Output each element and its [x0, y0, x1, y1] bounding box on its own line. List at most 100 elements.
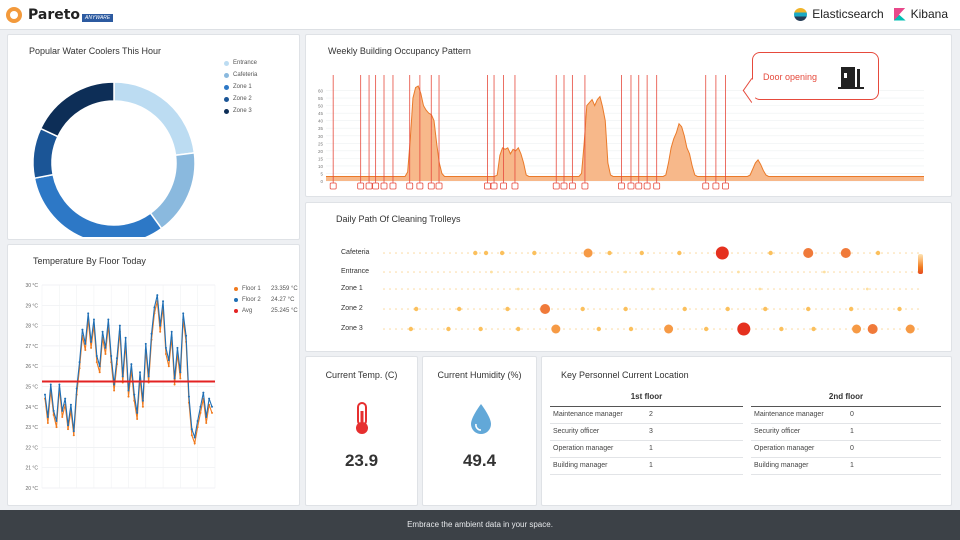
data-point[interactable] — [90, 340, 93, 343]
data-point[interactable] — [167, 365, 170, 368]
data-point[interactable] — [141, 405, 144, 408]
data-point[interactable] — [95, 361, 98, 364]
donut-chart[interactable] — [18, 57, 218, 237]
trolley-point[interactable] — [763, 306, 768, 312]
donut-slice-zone-3[interactable] — [39, 81, 115, 138]
trolley-point[interactable] — [478, 326, 483, 332]
trolley-point[interactable] — [623, 306, 628, 312]
trolley-point[interactable] — [875, 250, 881, 256]
trolley-point[interactable] — [867, 324, 878, 334]
trolley-point[interactable] — [607, 250, 612, 256]
data-point[interactable] — [67, 424, 70, 427]
door-event-icon[interactable] — [627, 182, 635, 190]
data-point[interactable] — [115, 357, 118, 360]
data-point[interactable] — [101, 330, 104, 333]
door-event-icon[interactable] — [511, 182, 519, 190]
trolley-point[interactable] — [583, 248, 593, 258]
trolley-point[interactable] — [840, 248, 851, 258]
data-point[interactable] — [190, 428, 193, 431]
legend-item[interactable]: Floor 2 24.27 °C — [234, 297, 294, 303]
data-point[interactable] — [133, 393, 136, 396]
trolley-point[interactable] — [505, 306, 510, 312]
occupancy-chart[interactable]: 0 5 10 15 20 25 30 35 40 45 50 55 60 — [306, 65, 946, 195]
trolley-point[interactable] — [516, 326, 521, 332]
trolley-point[interactable] — [624, 270, 628, 274]
trolley-point[interactable] — [822, 270, 826, 274]
data-point[interactable] — [110, 355, 113, 358]
data-point[interactable] — [46, 422, 49, 425]
data-point[interactable] — [98, 371, 101, 374]
data-point[interactable] — [211, 405, 213, 408]
data-point[interactable] — [81, 328, 84, 331]
door-event-icon[interactable] — [643, 182, 651, 190]
data-point[interactable] — [205, 415, 208, 418]
data-point[interactable] — [167, 359, 170, 362]
occupancy-line[interactable] — [326, 85, 924, 177]
data-point[interactable] — [141, 399, 144, 402]
trolley-point[interactable] — [737, 270, 740, 274]
door-event-icon[interactable] — [702, 182, 710, 190]
trolley-point[interactable] — [628, 326, 634, 332]
trolley-point[interactable] — [664, 324, 674, 334]
data-point[interactable] — [156, 294, 159, 297]
data-point[interactable] — [72, 434, 75, 437]
trolley-point[interactable] — [540, 304, 551, 314]
door-event-icon[interactable] — [357, 182, 365, 190]
trolley-point[interactable] — [499, 250, 505, 256]
trolley-point[interactable] — [639, 250, 644, 256]
brand[interactable]: Pareto ANYWARE — [6, 5, 114, 25]
data-point[interactable] — [92, 318, 95, 321]
data-point[interactable] — [52, 409, 55, 412]
data-point[interactable] — [130, 363, 133, 366]
data-point[interactable] — [199, 411, 202, 414]
door-event-icon[interactable] — [653, 182, 661, 190]
data-point[interactable] — [173, 383, 176, 386]
data-point[interactable] — [182, 312, 185, 315]
data-point[interactable] — [69, 403, 72, 406]
data-point[interactable] — [196, 420, 199, 423]
data-point[interactable] — [159, 330, 162, 333]
data-point[interactable] — [164, 346, 167, 349]
data-point[interactable] — [55, 420, 58, 423]
data-point[interactable] — [159, 324, 162, 327]
data-point[interactable] — [208, 397, 211, 400]
trolley-point[interactable] — [456, 306, 462, 312]
data-point[interactable] — [107, 318, 110, 321]
data-point[interactable] — [190, 434, 193, 437]
trolley-point[interactable] — [580, 306, 585, 312]
data-point[interactable] — [147, 375, 150, 378]
door-event-icon[interactable] — [568, 182, 576, 190]
door-event-icon[interactable] — [372, 182, 380, 190]
data-point[interactable] — [136, 411, 139, 414]
data-point[interactable] — [87, 312, 90, 315]
data-point[interactable] — [84, 348, 87, 351]
door-event-icon[interactable] — [380, 182, 388, 190]
door-event-icon[interactable] — [712, 182, 720, 190]
occupancy-area[interactable] — [326, 86, 924, 181]
data-point[interactable] — [136, 417, 139, 420]
legend-item[interactable]: Zone 2 — [224, 96, 252, 102]
data-point[interactable] — [90, 346, 93, 349]
donut-slice-zone-1[interactable] — [33, 173, 163, 237]
trolley-point[interactable] — [768, 250, 773, 256]
trolley-point[interactable] — [725, 306, 730, 312]
data-point[interactable] — [193, 442, 196, 445]
data-point[interactable] — [75, 387, 78, 390]
trolley-point[interactable] — [758, 287, 762, 291]
legend-item[interactable]: Entrance — [224, 60, 257, 66]
door-event-icon[interactable] — [427, 182, 435, 190]
data-point[interactable] — [205, 422, 208, 425]
legend-item[interactable]: Cafeteria — [224, 72, 257, 78]
data-point[interactable] — [202, 391, 205, 394]
door-event-icon[interactable] — [416, 182, 424, 190]
door-event-icon[interactable] — [365, 182, 373, 190]
door-event-icon[interactable] — [618, 182, 625, 190]
data-point[interactable] — [61, 415, 64, 418]
trolley-point[interactable] — [490, 270, 493, 274]
data-point[interactable] — [44, 393, 46, 396]
trolley-point[interactable] — [803, 248, 814, 258]
door-event-icon[interactable] — [435, 182, 443, 190]
data-point[interactable] — [127, 395, 130, 398]
door-event-icon[interactable] — [722, 182, 729, 190]
legend-item[interactable]: Floor 1 23.359 °C — [234, 286, 298, 292]
